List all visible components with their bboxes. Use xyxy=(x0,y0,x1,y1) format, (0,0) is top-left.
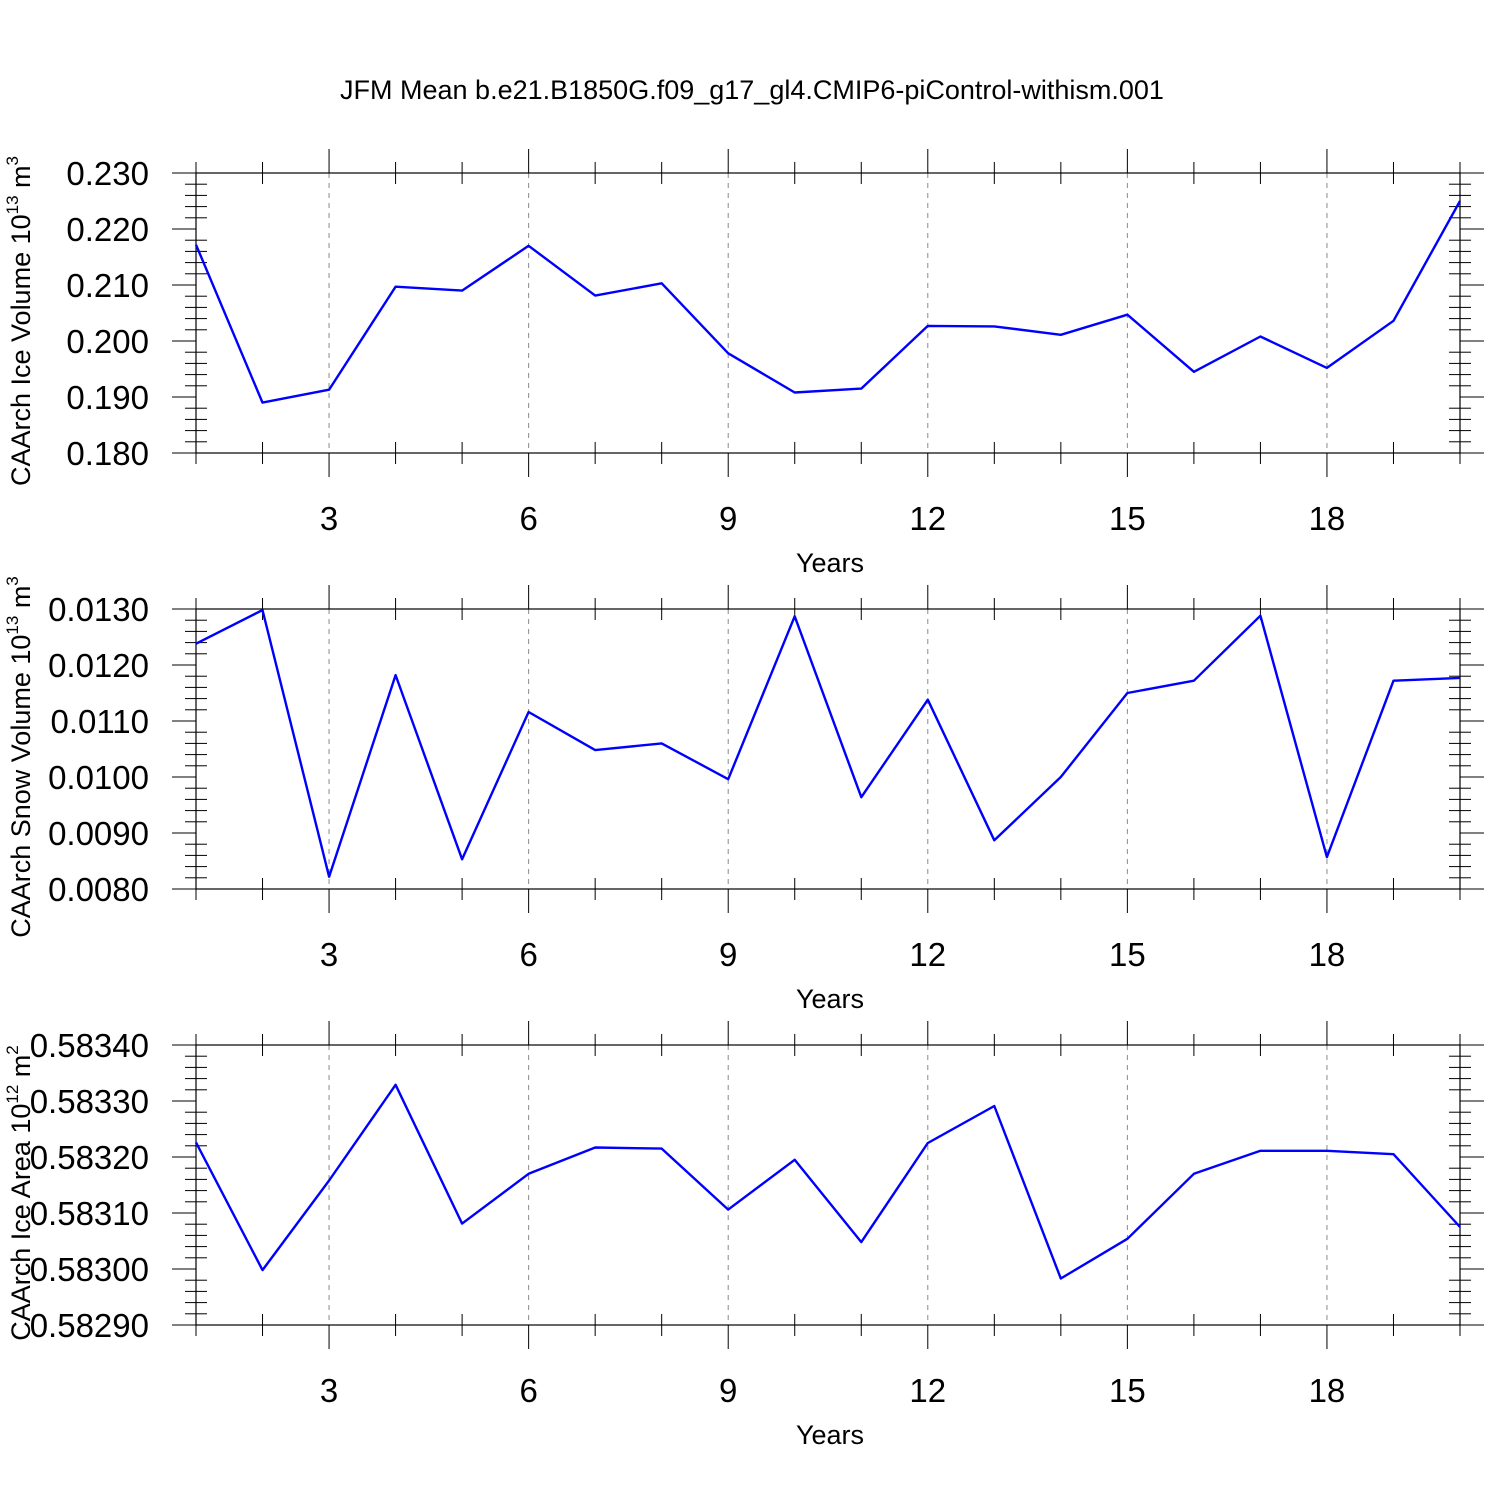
y-tick-label: 0.0100 xyxy=(48,759,149,796)
y-axis-label: CAArch Snow Volume 1013 m3 xyxy=(3,576,36,938)
x-tick-label: 15 xyxy=(1109,1372,1146,1409)
x-tick-label: 18 xyxy=(1309,936,1346,973)
x-tick-label: 6 xyxy=(519,1372,537,1409)
series-line-1 xyxy=(194,1083,1461,1280)
y-tick-label: 0.190 xyxy=(66,379,149,416)
y-tick-label: 0.58340 xyxy=(30,1027,149,1064)
y-tick-label: 0.0120 xyxy=(48,647,149,684)
x-tick-label: 15 xyxy=(1109,500,1146,537)
y-tick-label: 0.220 xyxy=(66,211,149,248)
x-tick-label: 12 xyxy=(909,1372,946,1409)
series-line-1 xyxy=(194,200,1462,404)
y-tick-label: 0.58310 xyxy=(30,1195,149,1232)
x-axis-label: Years xyxy=(796,1420,864,1450)
y-tick-label: 0.210 xyxy=(66,267,149,304)
series-line-1 xyxy=(195,608,1461,878)
x-tick-label: 12 xyxy=(909,500,946,537)
y-tick-label: 0.58300 xyxy=(30,1251,149,1288)
x-axis-label: Years xyxy=(796,984,864,1014)
x-tick-label: 9 xyxy=(719,936,737,973)
x-tick-label: 12 xyxy=(909,936,946,973)
x-tick-label: 6 xyxy=(519,500,537,537)
x-tick-label: 9 xyxy=(719,1372,737,1409)
chart-panel-3: 3 6 9 12 15 18 0.58290 0.58300 0.58310 0.58320 0.5… xyxy=(3,1021,1484,1450)
x-tick-label: 3 xyxy=(320,936,338,973)
chart-panel-1: 3 6 9 12 15 18 0.180 0.190 0.200 0.210 0.220 0.230 Y… xyxy=(3,149,1484,578)
chart-panel-2: 3 6 9 12 15 18 0.0080 0.0090 0.0100 0.0110 0.0120 0… xyxy=(3,576,1484,1014)
x-tick-label: 9 xyxy=(719,500,737,537)
y-tick-label: 0.58330 xyxy=(30,1083,149,1120)
plot-frame xyxy=(195,1044,1461,1326)
y-axis-label: CAArch Ice Area 1012 m2 xyxy=(3,1045,36,1341)
y-tick-label: 0.0090 xyxy=(48,815,149,852)
y-tick-label: 0.180 xyxy=(66,435,149,472)
plot-frame xyxy=(195,172,1461,454)
y-tick-label: 0.230 xyxy=(66,155,149,192)
x-tick-label: 6 xyxy=(519,936,537,973)
x-tick-label: 18 xyxy=(1309,500,1346,537)
x-tick-label: 3 xyxy=(320,500,338,537)
y-tick-label: 0.0110 xyxy=(51,703,149,740)
figure-title: JFM Mean b.e21.B1850G.f09_g17_gl4.CMIP6-… xyxy=(340,75,1164,105)
y-tick-label: 0.0080 xyxy=(48,871,149,908)
x-tick-label: 3 xyxy=(320,1372,338,1409)
x-tick-label: 15 xyxy=(1109,936,1146,973)
x-tick-label: 18 xyxy=(1309,1372,1346,1409)
y-tick-label: 0.58320 xyxy=(30,1139,149,1176)
plot-frame xyxy=(195,608,1461,890)
x-axis-label: Years xyxy=(796,548,864,578)
y-axis-label: CAArch Ice Volume 1013 m3 xyxy=(3,156,36,486)
y-tick-label: 0.200 xyxy=(66,323,149,360)
y-tick-label: 0.0130 xyxy=(48,591,149,628)
y-tick-label: 0.58290 xyxy=(30,1307,149,1344)
